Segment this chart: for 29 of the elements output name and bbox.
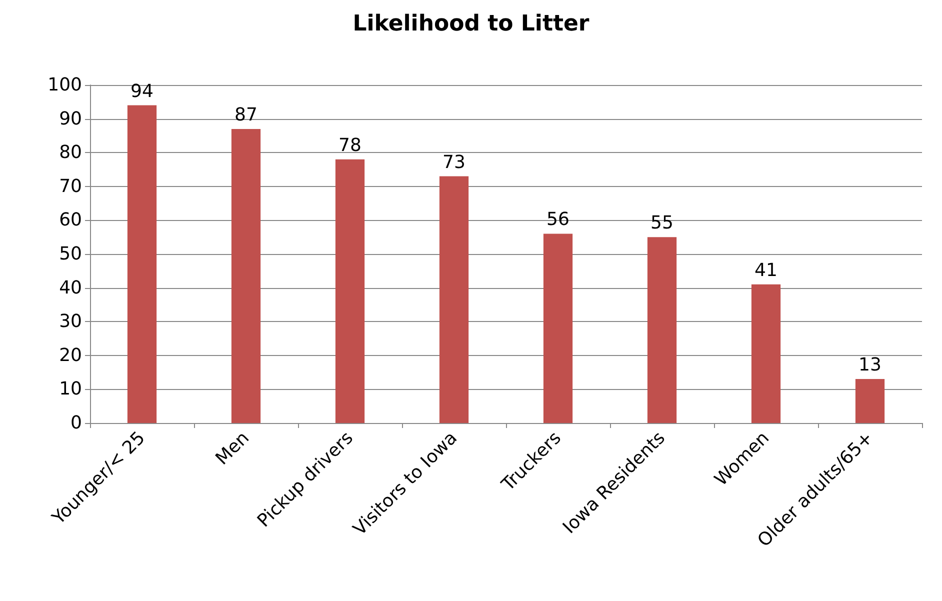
x-tick-label: Men <box>212 428 254 470</box>
data-label: 87 <box>234 104 258 126</box>
chart-title: Likelihood to Litter <box>352 12 590 36</box>
y-tick-label: 10 <box>59 378 82 400</box>
bar <box>751 284 781 423</box>
y-tick-label: 80 <box>59 142 82 164</box>
data-label: 56 <box>546 209 570 230</box>
y-tick-label: 50 <box>59 244 82 264</box>
bar <box>647 237 677 423</box>
data-label: 73 <box>442 152 466 173</box>
data-label: 94 <box>130 80 154 102</box>
data-label: 55 <box>650 212 674 234</box>
y-tick-label: 0 <box>70 412 82 434</box>
bar <box>543 234 573 423</box>
y-tick-label: 60 <box>59 210 82 231</box>
data-label: 41 <box>754 260 778 281</box>
y-tick-label: 90 <box>59 108 82 130</box>
data-label: 78 <box>338 134 362 156</box>
data-label: 13 <box>858 354 882 376</box>
y-tick-label: 20 <box>59 344 82 366</box>
bar <box>439 176 469 423</box>
y-tick-label: 30 <box>59 311 82 332</box>
bar <box>855 379 885 423</box>
y-tick-label: 40 <box>59 277 82 298</box>
bar <box>231 128 261 423</box>
bar <box>127 105 157 423</box>
bar <box>335 159 365 423</box>
y-tick-label: 100 <box>48 74 82 96</box>
y-tick-label: 70 <box>59 176 82 197</box>
